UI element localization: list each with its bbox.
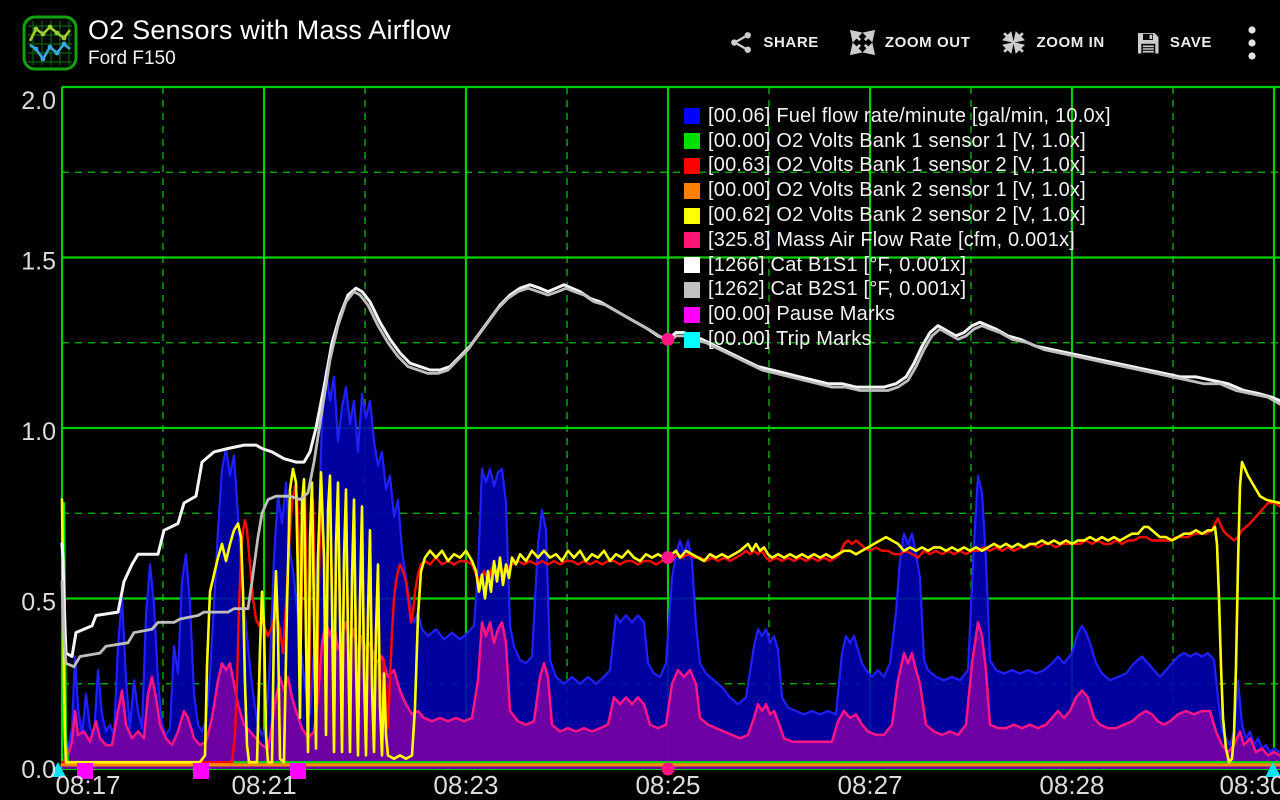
y-tick-label: 1.5 bbox=[21, 248, 56, 276]
save-icon bbox=[1135, 30, 1161, 56]
zoom-out-button[interactable]: ZOOM OUT bbox=[837, 19, 983, 66]
page-subtitle: Ford F150 bbox=[88, 48, 176, 70]
x-tick-label: 08:28 bbox=[1039, 770, 1104, 800]
app-icon[interactable] bbox=[22, 15, 78, 71]
chart-markers bbox=[50, 332, 1280, 779]
y-tick-label: 0.5 bbox=[21, 589, 56, 617]
x-tick-label: 08:27 bbox=[838, 770, 903, 800]
zoom-out-icon bbox=[849, 29, 876, 56]
graph-app-icon bbox=[22, 15, 78, 70]
series-line-cat-b2s1 bbox=[60, 286, 1280, 669]
share-label: SHARE bbox=[763, 34, 819, 51]
y-tick-label: 2.0 bbox=[21, 87, 56, 115]
series-line-maf bbox=[60, 621, 1280, 764]
y-tick-label: 1.0 bbox=[21, 418, 56, 446]
y-tick-label: 0.0 bbox=[21, 756, 56, 784]
zoom-out-label: ZOOM OUT bbox=[884, 34, 971, 51]
series-line-fuel-flow bbox=[60, 368, 1280, 760]
chart-grid bbox=[60, 85, 1280, 771]
save-label: SAVE bbox=[1169, 34, 1212, 51]
pause-mark bbox=[193, 763, 209, 779]
app-bar: O2 Sensors with Mass Airflow Ford F150 S… bbox=[0, 0, 1280, 85]
overflow-menu-button[interactable] bbox=[1230, 16, 1270, 70]
x-tick-label: 08:25 bbox=[635, 770, 700, 800]
pause-mark bbox=[290, 763, 306, 779]
chart-series bbox=[60, 283, 1280, 769]
x-tick-label: 08:30 bbox=[1219, 770, 1280, 800]
zoom-in-icon bbox=[1000, 29, 1027, 56]
trip-mark bbox=[50, 762, 66, 777]
x-tick-label: 08:23 bbox=[433, 770, 498, 800]
x-tick-label: 08:17 bbox=[55, 770, 120, 800]
series-line-o2-b2s2 bbox=[60, 460, 1280, 764]
x-tick-label: 08:21 bbox=[232, 770, 297, 800]
x-axis-labels: 08:17 08:21 08:23 08:25 08:27 08:28 08:30 bbox=[55, 770, 1280, 800]
y-axis-labels: 2.0 1.5 1.0 0.5 0.0 bbox=[21, 87, 56, 784]
title-block: O2 Sensors with Mass Airflow Ford F150 bbox=[88, 15, 451, 70]
share-button[interactable]: SHARE bbox=[717, 20, 831, 65]
trip-mark bbox=[1265, 762, 1280, 777]
page-title: O2 Sensors with Mass Airflow bbox=[88, 15, 451, 46]
share-icon bbox=[729, 30, 754, 55]
pause-dot bbox=[661, 551, 675, 565]
action-bar: SHARE ZOOM OUT ZOOM IN bbox=[717, 16, 1280, 70]
vertical-ellipsis-icon bbox=[1248, 25, 1256, 60]
zoom-in-button[interactable]: ZOOM IN bbox=[988, 19, 1116, 66]
pause-dot bbox=[661, 762, 675, 776]
pause-dot bbox=[661, 332, 675, 346]
zoom-in-label: ZOOM IN bbox=[1036, 34, 1105, 51]
save-button[interactable]: SAVE bbox=[1123, 20, 1224, 66]
pause-mark bbox=[77, 763, 93, 779]
chart-plot-area[interactable]: 2.0 1.5 1.0 0.5 0.0 08:17 08:21 08:23 08:25 08:2… bbox=[0, 85, 1280, 800]
